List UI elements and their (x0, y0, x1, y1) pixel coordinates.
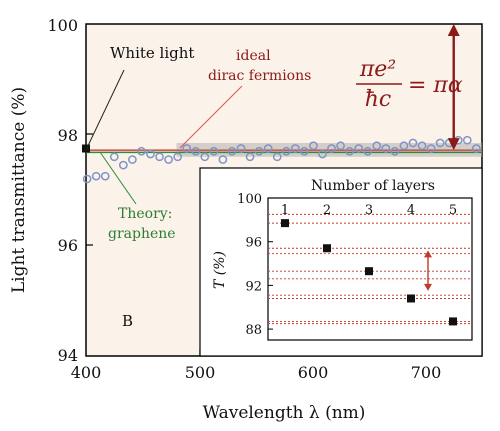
data-point (354, 144, 364, 153)
data-point (137, 146, 146, 156)
data-point (227, 146, 237, 156)
data-point (128, 155, 137, 164)
data-point (155, 152, 164, 162)
data-point (336, 141, 345, 151)
data-point (218, 155, 228, 164)
x-axis-label: Wavelength λ (nm) (203, 403, 366, 423)
data-point (390, 146, 400, 156)
data-point (191, 146, 201, 156)
inset-data-point (365, 267, 373, 276)
formula-numerator: πe² (359, 57, 396, 82)
main-series-layer (82, 24, 482, 184)
data-point (318, 149, 327, 159)
data-point (399, 141, 409, 151)
data-point (309, 141, 318, 151)
data-point (381, 144, 391, 153)
formula-rhs: = πα (408, 73, 463, 98)
data-point (209, 146, 219, 156)
inset-data-point (281, 219, 289, 228)
formula-denominator: ħc (365, 87, 392, 112)
inset-x-tick-label: 4 (407, 203, 415, 218)
data-point (173, 152, 182, 162)
y-tick-label: 96 (58, 236, 78, 255)
data-point (372, 141, 382, 151)
data-point (91, 171, 101, 181)
data-point (236, 144, 246, 153)
inset-y-tick-label: 96 (245, 236, 262, 251)
panel-label: B (122, 312, 133, 330)
data-point (462, 135, 472, 145)
data-point (254, 146, 264, 156)
data-point (300, 146, 309, 156)
inset-title: Number of layers (311, 178, 435, 194)
y-tick-label: 94 (58, 346, 78, 365)
data-point (263, 144, 273, 153)
ideal-label-2: dirac fermions (208, 68, 311, 84)
ideal-pointer (179, 85, 243, 149)
theory-label-2: graphene (108, 226, 176, 242)
inset-y-axis-label: T (%) (212, 251, 228, 289)
inset-y-tick-label: 88 (245, 323, 262, 338)
y-tick-label: 98 (58, 126, 78, 145)
data-point (82, 174, 92, 184)
inset-arrowhead-top (424, 250, 432, 258)
inset-x-tick-label: 5 (449, 203, 457, 218)
data-point (164, 155, 173, 164)
data-point (146, 149, 155, 159)
data-point (182, 144, 192, 153)
data-point (408, 138, 418, 148)
data-point (345, 146, 354, 156)
x-tick-label: 600 (298, 363, 329, 382)
x-tick-label: 400 (71, 363, 102, 382)
data-point (109, 152, 119, 162)
inset-x-tick-label: 1 (281, 203, 289, 218)
theory-pointer (99, 151, 137, 205)
data-point (245, 152, 255, 162)
data-point (363, 146, 373, 156)
data-point (471, 144, 481, 153)
y-axis-label: Light transmittance (%) (9, 87, 29, 293)
inset-y-tick-label: 92 (245, 279, 262, 294)
data-point (281, 146, 291, 156)
inset-data-point (449, 317, 457, 326)
inset-data-point (323, 244, 331, 253)
inset-y-tick-label: 100 (237, 192, 262, 207)
data-point (118, 160, 128, 170)
inset-data-point (407, 294, 415, 303)
white-light-marker (82, 144, 90, 153)
theory-label: Theory: (118, 206, 172, 222)
data-point (272, 152, 282, 162)
data-point (290, 144, 300, 153)
inset-arrowhead-bottom (424, 283, 432, 291)
data-point (100, 171, 110, 181)
white-light-pointer (85, 69, 125, 151)
x-tick-label: 500 (185, 363, 216, 382)
arrowhead-bottom (447, 138, 460, 151)
inset-x-tick-label: 3 (365, 203, 373, 218)
data-point (435, 138, 445, 148)
formula: πe² ħc = πα (356, 57, 463, 112)
data-point (200, 152, 210, 162)
inset-series-layer: 88 92 96 100 1 2 3 4 5 (237, 192, 472, 338)
ideal-label: ideal (236, 48, 271, 64)
inset-x-tick-label: 2 (323, 203, 331, 218)
data-point (327, 144, 336, 153)
data-point (426, 144, 436, 153)
x-tick-label: 700 (411, 363, 442, 382)
y-tick-label: 100 (47, 16, 78, 35)
data-point (417, 141, 427, 151)
arrowhead-top (447, 24, 460, 36)
white-light-label: White light (110, 44, 194, 62)
